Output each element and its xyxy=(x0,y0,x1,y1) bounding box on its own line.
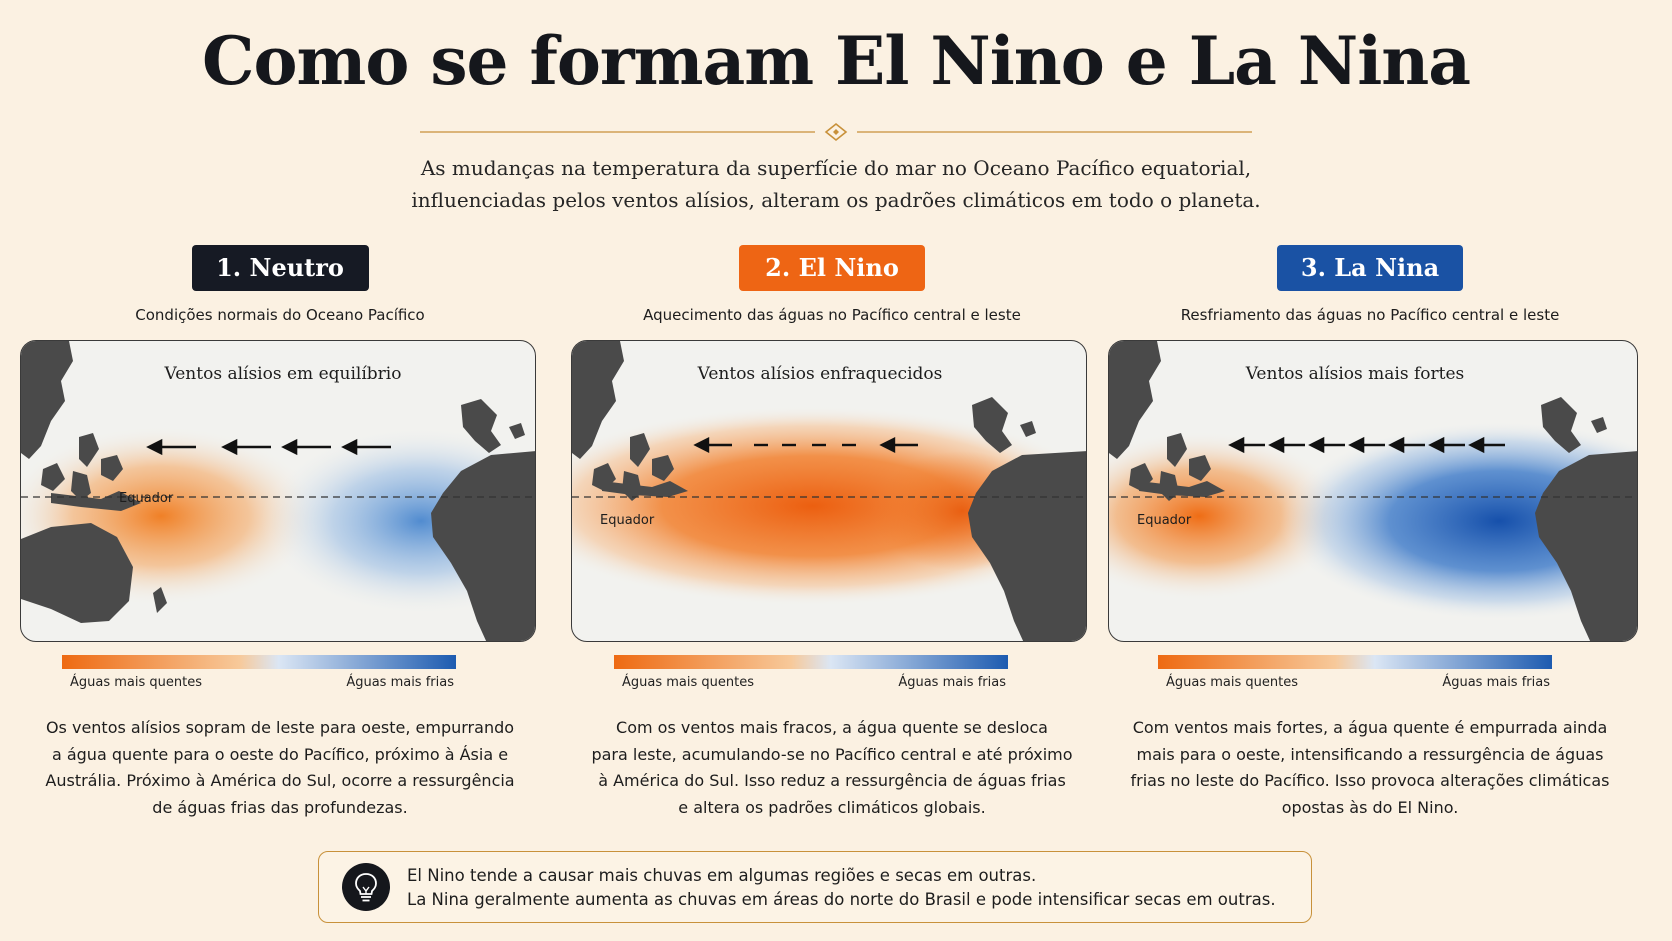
panel-description: Os ventos alísios sopram de leste para o… xyxy=(20,715,540,821)
landmass-americas xyxy=(1535,397,1637,641)
temperature-legend: Águas mais quentes Águas mais frias xyxy=(62,655,462,695)
page-subtitle: As mudanças na temperatura da superfície… xyxy=(0,152,1672,216)
description-line: de águas frias das profundezas. xyxy=(152,797,408,817)
title-divider xyxy=(420,122,1252,142)
wind-arrows xyxy=(146,438,391,456)
subtitle-line: As mudanças na temperatura da superfície… xyxy=(420,156,1252,180)
panel-caption: Resfriamento das águas no Pacífico centr… xyxy=(1180,306,1560,324)
landmass-americas xyxy=(431,399,535,641)
page-title: Como se formam El Nino e La Nina xyxy=(201,22,1471,100)
description-line: e altera os padrões climáticos globais. xyxy=(678,797,986,817)
map-title: Ventos alísios enfraquecidos xyxy=(697,364,943,384)
equator-label: Equador xyxy=(1137,513,1192,528)
legend-cold-label: Águas mais frias xyxy=(346,675,454,690)
wind-arrows xyxy=(693,437,918,453)
legend-warm-label: Águas mais quentes xyxy=(70,675,202,690)
panel-la-nina: 3. La Nina Resfriamento das águas no Pac… xyxy=(1108,245,1638,817)
equator-label: Equador xyxy=(119,491,174,506)
pacific-map: Ventos alísios em equilíbrio Equador xyxy=(21,341,535,641)
legend-warm-label: Águas mais quentes xyxy=(1166,675,1298,690)
badge-el-nino: 2. El Nino xyxy=(739,245,925,291)
landmass-asia-australia xyxy=(21,341,167,623)
description-line: Austrália. Próximo à América do Sul, oco… xyxy=(45,771,515,790)
legend-bar xyxy=(614,655,1008,669)
map-title: Ventos alísios mais fortes xyxy=(1245,364,1465,384)
temperature-legend: Águas mais quentes Águas mais frias xyxy=(1158,655,1558,695)
landmass-asia-australia xyxy=(572,341,688,501)
note-line: La Nina geralmente aumenta as chuvas em … xyxy=(407,890,1276,909)
description-line: para leste, acumulando-se no Pacífico ce… xyxy=(591,744,1073,764)
description-line: Com os ventos mais fracos, a água quente… xyxy=(616,718,1048,737)
description-line: opostas às do El Nino. xyxy=(1281,797,1459,817)
map-el-nino: Ventos alísios enfraquecidos Equador xyxy=(571,340,1087,642)
legend-cold-label: Águas mais frias xyxy=(1442,675,1550,690)
note-line: El Nino tende a causar mais chuvas em al… xyxy=(407,866,1037,885)
panel-el-nino: 2. El Nino Aquecimento das águas no Pací… xyxy=(571,245,1092,817)
temperature-legend: Águas mais quentes Águas mais frias xyxy=(614,655,1014,695)
info-note: El Nino tende a causar mais chuvas em al… xyxy=(318,851,1312,923)
description-line: Com ventos mais fortes, a água quente é … xyxy=(1132,718,1608,737)
legend-cold-label: Águas mais frias xyxy=(898,675,1006,690)
panel-caption: Aquecimento das águas no Pacífico centra… xyxy=(643,306,1021,324)
subtitle-line: influenciadas pelos ventos alísios, alte… xyxy=(411,188,1261,212)
note-text: El Nino tende a causar mais chuvas em al… xyxy=(407,864,1276,912)
legend-bar xyxy=(62,655,456,669)
description-line: mais para o oeste, intensificando a ress… xyxy=(1136,744,1604,764)
landmass-asia-australia xyxy=(1109,341,1225,501)
legend-warm-label: Águas mais quentes xyxy=(622,675,754,690)
equator-label: Equador xyxy=(600,513,655,528)
panel-neutro: 1. Neutro Condições normais do Oceano Pa… xyxy=(20,245,540,817)
legend-bar xyxy=(1158,655,1552,669)
description-line: a água quente para o oeste do Pacífico, … xyxy=(51,744,509,764)
landmass-americas xyxy=(968,397,1086,641)
map-la-nina: Ventos alísios mais fortes Equador xyxy=(1108,340,1638,642)
map-title: Ventos alísios em equilíbrio xyxy=(164,364,402,384)
description-line: frias no leste do Pacífico. Isso provoca… xyxy=(1130,771,1610,790)
lightbulb-icon xyxy=(342,863,390,911)
map-neutro: Ventos alísios em equilíbrio Equador xyxy=(20,340,536,642)
wind-arrows xyxy=(1228,436,1505,454)
description-line: Os ventos alísios sopram de leste para o… xyxy=(45,718,515,737)
badge-neutro: 1. Neutro xyxy=(191,245,369,291)
panel-description: Com os ventos mais fracos, a água quente… xyxy=(572,715,1092,821)
pacific-map: Ventos alísios mais fortes Equador xyxy=(1109,341,1637,641)
panel-caption: Condições normais do Oceano Pacífico xyxy=(135,306,425,324)
panel-description: Com ventos mais fortes, a água quente é … xyxy=(1110,715,1630,821)
pacific-map: Ventos alísios enfraquecidos Equador xyxy=(572,341,1086,641)
description-line: à América do Sul. Isso reduz a ressurgên… xyxy=(598,771,1066,790)
badge-la-nina: 3. La Nina xyxy=(1277,245,1463,291)
